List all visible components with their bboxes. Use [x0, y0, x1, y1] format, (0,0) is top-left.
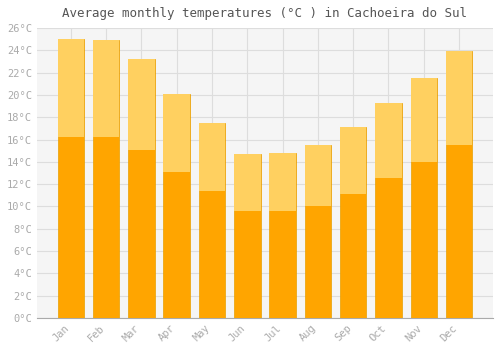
Bar	[446, 51, 472, 145]
Title: Average monthly temperatures (°C ) in Cachoeira do Sul: Average monthly temperatures (°C ) in Ca…	[62, 7, 468, 20]
Bar	[270, 153, 296, 318]
Bar	[93, 40, 120, 138]
Bar	[198, 123, 225, 191]
Bar	[128, 59, 154, 150]
Bar	[304, 145, 331, 205]
Bar	[234, 154, 260, 318]
Bar	[93, 40, 120, 318]
Bar	[375, 103, 402, 178]
Bar	[164, 94, 190, 318]
Bar	[340, 127, 366, 318]
Bar	[340, 127, 366, 194]
Bar	[410, 78, 437, 162]
Bar	[270, 153, 296, 211]
Bar	[58, 39, 84, 137]
Bar	[164, 94, 190, 172]
Bar	[234, 154, 260, 211]
Bar	[446, 51, 472, 318]
Bar	[128, 59, 154, 318]
Bar	[198, 123, 225, 318]
Bar	[410, 78, 437, 318]
Bar	[58, 39, 84, 318]
Bar	[375, 103, 402, 318]
Bar	[304, 145, 331, 318]
